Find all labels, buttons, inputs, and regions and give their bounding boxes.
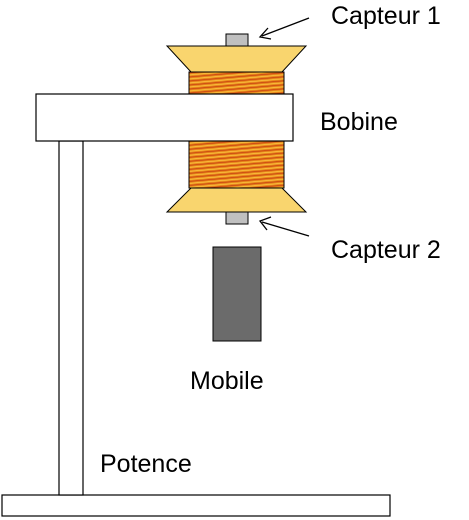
sensor-1-label: Capteur 1 [331, 2, 441, 30]
coil-winding-lower [188, 139, 285, 189]
sensor-1-pointer [258, 17, 310, 40]
mobile-label: Mobile [190, 367, 264, 395]
sensor-2-label: Capteur 2 [331, 236, 441, 264]
sensor-2 [225, 211, 249, 225]
stand-label: Potence [100, 450, 192, 478]
sensor-2-pointer [258, 216, 310, 237]
spool-top-flange [165, 45, 308, 73]
stand-pole [58, 140, 84, 496]
sensor-1 [225, 33, 249, 47]
coil-label: Bobine [320, 108, 398, 136]
coil-spool [165, 45, 308, 213]
coil-winding-upper [188, 71, 285, 95]
stand [1, 140, 391, 517]
stand-arm [35, 93, 294, 142]
mobile-block [212, 246, 262, 342]
stand-base [1, 494, 391, 517]
spool-bottom-flange [165, 187, 308, 213]
